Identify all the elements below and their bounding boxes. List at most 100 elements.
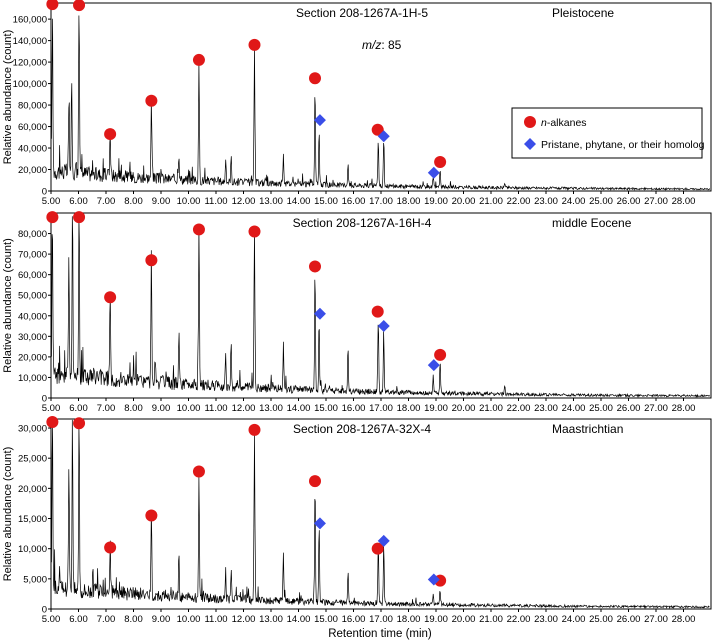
panel-title: Section 208-1267A-1H-5 bbox=[296, 6, 428, 20]
alkane-marker bbox=[248, 423, 261, 436]
isoprenoid-marker bbox=[377, 534, 390, 547]
x-tick-label: 22.00 bbox=[507, 403, 531, 414]
alkane-marker bbox=[104, 291, 117, 304]
chart-panel-2: 0 10,000 20,000 30,000 40,000 50,000 60,000 70,… bbox=[2, 211, 712, 414]
x-tick-label: 26.00 bbox=[617, 614, 641, 625]
x-tick-label: 19.00 bbox=[424, 403, 448, 414]
y-tick-label: 120,000 bbox=[13, 58, 47, 69]
chromatogram-trace bbox=[51, 15, 710, 191]
x-tick-label: 11.00 bbox=[204, 614, 227, 625]
y-tick-label: 50,000 bbox=[18, 291, 47, 302]
y-tick-label: 80,000 bbox=[18, 101, 47, 112]
alkane-marker bbox=[434, 155, 447, 168]
x-tick-label: 7.00 bbox=[97, 196, 116, 207]
alkane-marker bbox=[145, 94, 158, 107]
x-tick-label: 17.00 bbox=[369, 614, 393, 625]
x-tick-label: 14.00 bbox=[287, 196, 311, 207]
x-tick-label: 16.00 bbox=[342, 614, 366, 625]
isoprenoid-marker bbox=[313, 517, 326, 530]
x-tick-label: 22.00 bbox=[507, 614, 531, 625]
x-tick-label: 24.00 bbox=[562, 614, 586, 625]
legend-alkane-marker bbox=[524, 116, 536, 128]
alkane-marker bbox=[46, 211, 59, 224]
y-tick-label: 80,000 bbox=[18, 229, 47, 240]
y-tick-label: 60,000 bbox=[18, 122, 47, 133]
alkane-marker bbox=[371, 305, 384, 318]
alkane-marker bbox=[309, 260, 321, 273]
y-tick-label: 0 bbox=[42, 394, 47, 405]
x-tick-label: 14.00 bbox=[287, 403, 311, 414]
y-tick-label: 20,000 bbox=[18, 165, 47, 176]
alkane-marker bbox=[434, 348, 447, 361]
y-tick-label: 30,000 bbox=[18, 424, 47, 435]
alkane-marker bbox=[73, 417, 86, 430]
x-tick-label: 17.00 bbox=[369, 196, 393, 207]
alkane-marker bbox=[309, 475, 321, 488]
y-axis-label: Relative abundance (count) bbox=[2, 447, 14, 582]
y-tick-label: 5,000 bbox=[23, 574, 47, 585]
x-tick-label: 27.00 bbox=[644, 614, 668, 625]
isoprenoid-marker bbox=[377, 130, 390, 143]
x-tick-label: 19.00 bbox=[424, 196, 448, 207]
alkane-marker bbox=[73, 0, 86, 12]
alkane-marker bbox=[192, 53, 205, 66]
x-tick-label: 21.00 bbox=[479, 614, 503, 625]
x-tick-label: 19.00 bbox=[424, 614, 448, 625]
chromatogram-trace bbox=[51, 216, 710, 398]
x-tick-label: 28.00 bbox=[672, 196, 696, 207]
x-tick-label: 8.00 bbox=[124, 614, 143, 625]
ion-label-value: : 85 bbox=[381, 38, 401, 52]
x-tick-label: 20.00 bbox=[452, 196, 476, 207]
x-tick-label: 21.00 bbox=[479, 403, 503, 414]
y-tick-label: 40,000 bbox=[18, 311, 47, 322]
y-axis-label: Relative abundance (count) bbox=[2, 30, 14, 165]
x-tick-label: 11.00 bbox=[204, 196, 227, 207]
x-tick-label: 27.00 bbox=[644, 196, 668, 207]
ion-label-prefix: m/z bbox=[362, 38, 381, 52]
y-tick-label: 140,000 bbox=[13, 36, 47, 47]
x-tick-label: 15.00 bbox=[314, 403, 338, 414]
isoprenoid-marker bbox=[377, 320, 390, 333]
isoprenoid-marker bbox=[427, 359, 440, 372]
x-tick-label: 12.00 bbox=[232, 196, 256, 207]
x-tick-label: 18.00 bbox=[397, 403, 421, 414]
x-tick-label: 13.00 bbox=[259, 614, 283, 625]
isoprenoid-marker bbox=[313, 307, 326, 320]
x-tick-label: 6.00 bbox=[69, 196, 88, 207]
panel-title: Section 208-1267A-16H-4 bbox=[293, 216, 432, 230]
isoprenoid-marker bbox=[427, 573, 440, 586]
epoch-label: middle Eocene bbox=[552, 216, 632, 230]
x-tick-label: 11.00 bbox=[204, 403, 227, 414]
y-tick-label: 25,000 bbox=[18, 454, 47, 465]
x-tick-label: 7.00 bbox=[97, 614, 116, 625]
x-tick-label: 18.00 bbox=[397, 196, 421, 207]
y-tick-label: 0 bbox=[42, 605, 47, 616]
y-tick-label: 15,000 bbox=[18, 514, 47, 525]
x-tick-label: 27.00 bbox=[644, 403, 668, 414]
alkane-marker bbox=[73, 211, 86, 224]
legend-isoprenoid-marker bbox=[524, 138, 536, 150]
x-tick-label: 23.00 bbox=[534, 614, 558, 625]
legend-alkane-suffix: -alkanes bbox=[547, 117, 587, 129]
alkane-marker bbox=[248, 38, 261, 51]
x-tick-label: 18.00 bbox=[397, 614, 421, 625]
y-tick-label: 40,000 bbox=[18, 144, 47, 155]
x-tick-label: 24.00 bbox=[562, 196, 586, 207]
x-tick-label: 13.00 bbox=[259, 403, 283, 414]
isoprenoid-marker bbox=[427, 166, 440, 179]
ion-label: m/z: 85 bbox=[362, 38, 402, 52]
alkane-marker bbox=[192, 223, 205, 236]
x-tick-label: 22.00 bbox=[507, 196, 531, 207]
x-tick-label: 10.00 bbox=[177, 614, 201, 625]
alkane-marker bbox=[192, 465, 205, 478]
x-tick-label: 15.00 bbox=[314, 614, 338, 625]
y-tick-label: 0 bbox=[42, 187, 47, 198]
chart-panel-1: 0 20,000 40,000 60,000 80,000 100,000 120,000 1… bbox=[2, 0, 712, 207]
x-tick-label: 5.00 bbox=[42, 196, 61, 207]
legend-isoprenoid-label: Pristane, phytane, or their homolog bbox=[541, 139, 705, 151]
epoch-label: Pleistocene bbox=[552, 6, 614, 20]
x-tick-label: 13.00 bbox=[259, 196, 283, 207]
y-tick-label: 70,000 bbox=[18, 250, 47, 261]
x-tick-label: 16.00 bbox=[342, 403, 366, 414]
alkane-marker bbox=[309, 72, 321, 85]
